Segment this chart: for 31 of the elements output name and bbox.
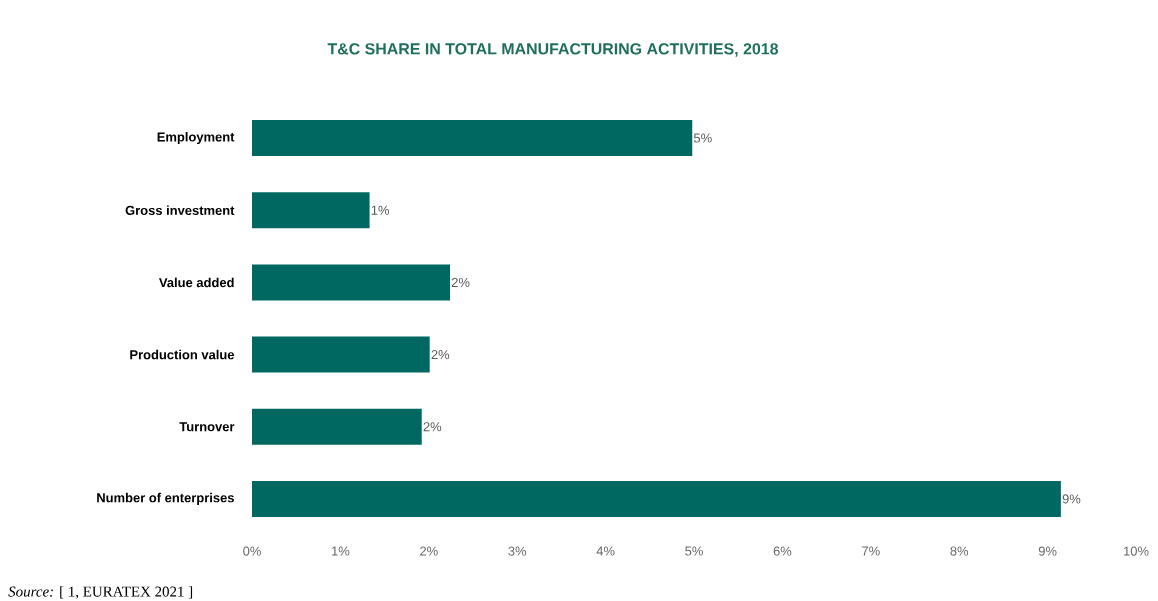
- bar: [252, 264, 451, 301]
- y-tick-label: Turnover: [179, 422, 235, 432]
- y-tick-label: Production value: [130, 349, 235, 360]
- y-tick-label: Number of enterprises: [97, 492, 234, 505]
- y-tick-label: Value added: [159, 277, 234, 288]
- bar: [252, 408, 422, 445]
- data-label: 2%: [423, 422, 442, 432]
- data-label: 2%: [451, 277, 470, 287]
- x-tick-label: 10%: [1124, 546, 1149, 556]
- y-tick-label: Gross investment: [125, 205, 235, 215]
- y-tick-label: Employment: [157, 132, 235, 145]
- text: Source: [ 1, EURATEX 2021 ]: [8, 586, 193, 599]
- x-tick-label: 7%: [862, 546, 880, 556]
- x-tick-label: 5%: [685, 546, 703, 556]
- x-tick-label: 6%: [773, 546, 792, 556]
- bar: [252, 192, 370, 229]
- x-tick-label: 9%: [1038, 546, 1057, 556]
- x-tick-label: 0%: [243, 546, 261, 556]
- x-tick-label: 8%: [950, 546, 969, 556]
- bar: [252, 120, 693, 157]
- data-label: 5%: [693, 133, 712, 143]
- bar: [252, 480, 1061, 517]
- data-label: 1%: [371, 205, 390, 215]
- chart-title: T&C SHARE IN TOTAL MANUFACTURING ACTIVITIES, 2018: [327, 43, 779, 57]
- x-tick-label: 3%: [508, 546, 527, 556]
- bar: [252, 336, 430, 373]
- data-label: 9%: [1062, 494, 1081, 504]
- x-tick-label: 1%: [332, 546, 350, 556]
- x-tick-label: 2%: [420, 546, 438, 556]
- x-tick-label: 4%: [596, 546, 615, 556]
- data-label: 2%: [431, 350, 450, 360]
